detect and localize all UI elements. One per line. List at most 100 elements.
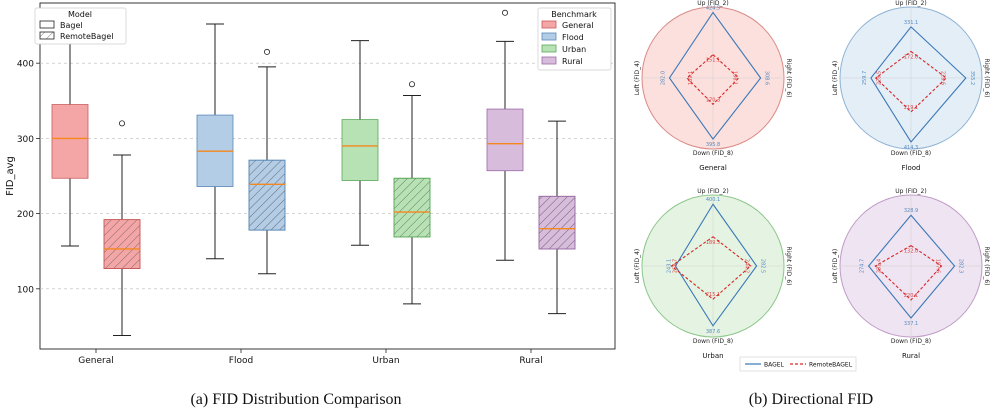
radar-rural: Up (FID_2) Down (FID_8) Left (FID_4) Right …: [832, 188, 990, 360]
box-body: [486, 108, 524, 172]
value-left-bagel: 282.0: [660, 71, 666, 85]
box-hatch: [538, 195, 576, 250]
value-right-bagel: 355.2: [969, 71, 975, 85]
value-down-remotebagel: 170.3: [706, 97, 720, 103]
radar-polygon-bagel: [867, 214, 956, 319]
value-left-bagel: 259.7: [862, 71, 868, 85]
legend-benchmark-general-label: General: [562, 21, 594, 30]
legend-swatch-flood: [541, 32, 557, 41]
value-left-remotebagel: 169.1: [688, 71, 694, 85]
axis-label-up: Up (FID_2): [697, 0, 728, 7]
value-down-bagel: 387.6: [706, 329, 720, 335]
radar-charts: Up (FID_2) Down (FID_8) Left (FID_4) Right …: [634, 0, 990, 360]
legend-swatch-rural: [541, 56, 557, 65]
box-plot-chart: 100 200 300 400 General Flood Urban Rural FID_…: [5, 2, 616, 366]
caption-b: (b) Directional FID: [749, 391, 873, 408]
radar-polygon-bagel: [870, 26, 967, 143]
box-remotebagel-flood: [248, 48, 286, 275]
x-tick-label: Urban: [372, 356, 399, 366]
legend-benchmark-flood-label: Flood: [562, 33, 584, 42]
value-up-remotebagel: 132.0: [904, 249, 918, 255]
radar-panel-name: Rural: [902, 352, 920, 360]
value-right-remotebagel: 166.1: [732, 71, 738, 85]
axis-label-right: Right (FID_6): [785, 246, 792, 285]
legend-model: Model Bagel RemoteBagel: [34, 7, 127, 45]
legend-benchmark-title: Benchmark: [551, 10, 597, 19]
axis-label-down: Down (FID_8): [891, 150, 931, 157]
box-bagel-urban: [341, 40, 379, 246]
value-right-remotebagel: 228.6: [939, 71, 945, 85]
radar-panel-name: Flood: [902, 164, 921, 172]
value-up-bagel: 424.5: [706, 5, 720, 11]
value-up-remotebagel: 189.5: [706, 240, 720, 246]
axis-label-right: Right (FID_6): [983, 58, 990, 97]
radar-polygon-remotebagel: [874, 244, 943, 301]
value-down-remotebagel: 215.1: [706, 292, 720, 298]
axis-label-right: Right (FID_6): [983, 246, 990, 285]
axis-label-right: Right (FID_6): [785, 58, 792, 97]
axis-label-up: Up (FID_2): [895, 188, 926, 195]
box-hatch: [393, 177, 431, 238]
radar-panel-name: Urban: [702, 352, 723, 360]
box-bagel-rural: [486, 9, 524, 261]
box-bagel-general: [51, 21, 89, 247]
y-tick-label: 400: [17, 60, 34, 70]
value-down-bagel: 395.8: [706, 142, 720, 148]
legend-swatch-urban: [541, 44, 557, 53]
box-remotebagel-rural: [538, 120, 576, 315]
plot-frame: [39, 2, 616, 350]
box-flier: [408, 81, 415, 88]
legend-benchmark-rural-label: Rural: [562, 57, 583, 66]
value-up-bagel: 331.1: [904, 20, 918, 26]
value-right-remotebagel: 244.2: [744, 259, 750, 273]
legend-benchmark: Benchmark General Flood Urban Rural: [537, 7, 612, 71]
axis-label-left: Left (FID_4): [832, 61, 839, 96]
value-left-remotebagel: 228.5: [877, 71, 883, 85]
radar-polygon-remotebagel: [670, 236, 752, 300]
value-down-bagel: 337.1: [904, 321, 918, 327]
radar-legend: BAGEL RemoteBAGEL: [739, 356, 857, 372]
radar-polygon-bagel: [668, 11, 762, 141]
axis-label-up: Up (FID_2): [895, 0, 926, 7]
radar-polygon-bagel: [674, 203, 758, 327]
legend-model-bagel-label: Bagel: [60, 21, 83, 30]
axis-label-down: Down (FID_8): [891, 338, 931, 345]
value-left-bagel: 243.1: [666, 259, 672, 273]
box-body: [341, 119, 379, 181]
x-tick-label: Flood: [229, 356, 253, 366]
y-tick-label: 200: [17, 210, 34, 220]
value-down-bagel: 414.3: [904, 145, 918, 151]
value-down-remotebagel: 220.1: [904, 293, 918, 299]
box-flier: [119, 120, 126, 127]
y-tick-label: 100: [17, 285, 34, 295]
legend-swatch-bagel: [39, 20, 55, 29]
x-tick-label: Rural: [519, 356, 542, 366]
radar-panel-name: General: [699, 164, 727, 172]
value-right-bagel: 308.6: [764, 71, 770, 85]
box-remotebagel-urban: [393, 81, 431, 305]
box-remotebagel-general: [103, 120, 141, 336]
radar-polygon-remotebagel: [874, 50, 948, 113]
box-bagel-flood: [196, 23, 234, 260]
radar-general: Up (FID_2) Down (FID_8) Left (FID_4) Right …: [634, 0, 792, 172]
value-up-remotebagel: 172.0: [904, 54, 918, 60]
value-up-bagel: 328.9: [904, 208, 918, 214]
box-hatch: [248, 159, 286, 231]
caption-a: (a) FID Distribution Comparison: [190, 391, 401, 408]
radar-polygon-remotebagel: [686, 53, 740, 106]
value-right-bagel: 282.3: [958, 259, 964, 273]
axis-label-left: Left (FID_4): [634, 61, 641, 96]
axis-label-up: Up (FID_2): [697, 188, 728, 195]
box-flier: [501, 9, 508, 16]
value-right-bagel: 282.5: [760, 259, 766, 273]
radar-flood: Up (FID_2) Down (FID_8) Left (FID_4) Right …: [832, 0, 990, 172]
box-hatch: [103, 219, 141, 269]
axis-label-down: Down (FID_8): [693, 150, 733, 157]
legend-benchmark-urban-label: Urban: [562, 45, 586, 54]
x-tick-label: General: [78, 356, 113, 366]
radar-legend-remotebagel-label: RemoteBAGEL: [809, 362, 853, 369]
value-up-remotebagel: 151.1: [706, 58, 720, 64]
value-down-remotebagel: 219.1: [904, 105, 918, 111]
value-left-remotebagel: 231.4: [876, 259, 882, 273]
